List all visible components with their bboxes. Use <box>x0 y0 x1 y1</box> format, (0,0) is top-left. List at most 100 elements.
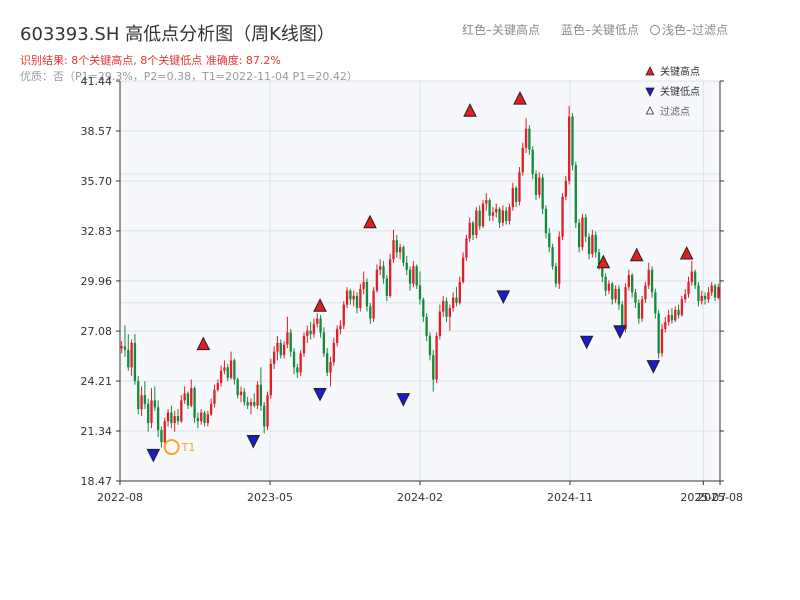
candle <box>272 346 276 370</box>
candle-body <box>481 203 485 227</box>
candle <box>266 391 269 430</box>
candle <box>332 337 335 366</box>
candle-body <box>621 304 624 329</box>
candle <box>302 332 306 357</box>
candle-body <box>528 128 531 150</box>
candle <box>650 266 654 298</box>
candle-body <box>412 266 415 284</box>
candle <box>488 198 491 222</box>
key-low-marker <box>246 434 261 449</box>
candle <box>123 325 127 357</box>
candle-body <box>253 402 256 406</box>
candle <box>448 304 451 331</box>
candle <box>630 273 634 298</box>
candle <box>471 221 475 241</box>
candle-body <box>514 187 518 202</box>
x-tick-label: 2025-07 <box>680 491 726 504</box>
candle-body <box>647 269 650 286</box>
key-high-marker <box>313 298 327 312</box>
candle-body <box>508 207 511 222</box>
candle <box>707 287 710 303</box>
candle <box>239 386 243 403</box>
candle-body <box>690 271 693 282</box>
candle-body <box>196 417 200 422</box>
candle-body <box>561 196 564 237</box>
candle <box>481 200 485 228</box>
candle-body <box>604 276 607 291</box>
candle <box>216 379 219 392</box>
candle <box>256 381 259 410</box>
candle <box>604 273 607 296</box>
candle-body <box>693 271 697 286</box>
candle-body <box>584 217 587 237</box>
candle-body <box>544 208 548 234</box>
candle <box>564 175 568 201</box>
candle <box>365 278 369 312</box>
candle-body <box>524 128 528 148</box>
candle-body <box>170 412 173 424</box>
candle <box>584 214 587 242</box>
candle-body <box>243 391 246 403</box>
candle <box>577 219 581 253</box>
candle-body <box>256 384 259 406</box>
candle-body <box>233 360 236 380</box>
candle-body <box>451 297 455 309</box>
candle-body <box>637 302 640 319</box>
candle <box>670 308 674 324</box>
candle <box>319 315 322 338</box>
candle <box>713 283 717 302</box>
candle-body <box>246 402 249 406</box>
candle <box>200 409 203 425</box>
candle <box>405 255 408 275</box>
candle-body <box>282 344 286 356</box>
candle <box>524 118 528 154</box>
candle <box>269 358 272 399</box>
legend-filtered-label: 过滤点 <box>660 105 690 118</box>
candle-body <box>471 222 475 235</box>
candle-body <box>418 285 422 300</box>
candle <box>538 172 541 199</box>
candle <box>213 384 216 408</box>
candle <box>574 161 577 228</box>
candle-body <box>571 116 574 166</box>
candle <box>176 409 180 425</box>
candle-body <box>210 403 213 415</box>
candle <box>607 280 611 295</box>
candle-body <box>438 311 442 336</box>
candle-body <box>127 349 130 368</box>
candle-body <box>710 285 713 293</box>
candle-body <box>206 414 210 424</box>
candle <box>150 388 153 429</box>
candle <box>329 356 332 387</box>
candle <box>558 231 561 289</box>
candle-body <box>137 381 140 410</box>
candle-body <box>664 322 667 329</box>
candle <box>415 264 418 289</box>
candle <box>664 316 667 333</box>
candle-body <box>372 290 375 319</box>
candle-body <box>680 299 684 316</box>
candle-body <box>597 252 601 265</box>
candle <box>130 339 133 376</box>
candle-body <box>654 292 657 314</box>
candle-body <box>130 342 133 368</box>
candle-body <box>236 379 239 396</box>
candle-body <box>611 283 614 300</box>
candle <box>554 262 558 288</box>
candle-body <box>442 301 445 312</box>
candle-body <box>408 269 412 284</box>
candle <box>395 234 398 258</box>
page-title: 603393.SH 高低点分析图（周K线图） <box>20 24 335 45</box>
candle <box>312 318 316 338</box>
candle-body <box>150 400 153 424</box>
candle-body <box>697 285 700 302</box>
candle <box>541 173 544 215</box>
candle-body <box>554 266 558 284</box>
candle-body <box>266 395 269 427</box>
key-low-marker <box>313 387 327 402</box>
legend-low-swatch <box>645 87 655 97</box>
candle-body <box>627 274 630 288</box>
candle <box>279 339 282 359</box>
candle <box>451 292 455 312</box>
